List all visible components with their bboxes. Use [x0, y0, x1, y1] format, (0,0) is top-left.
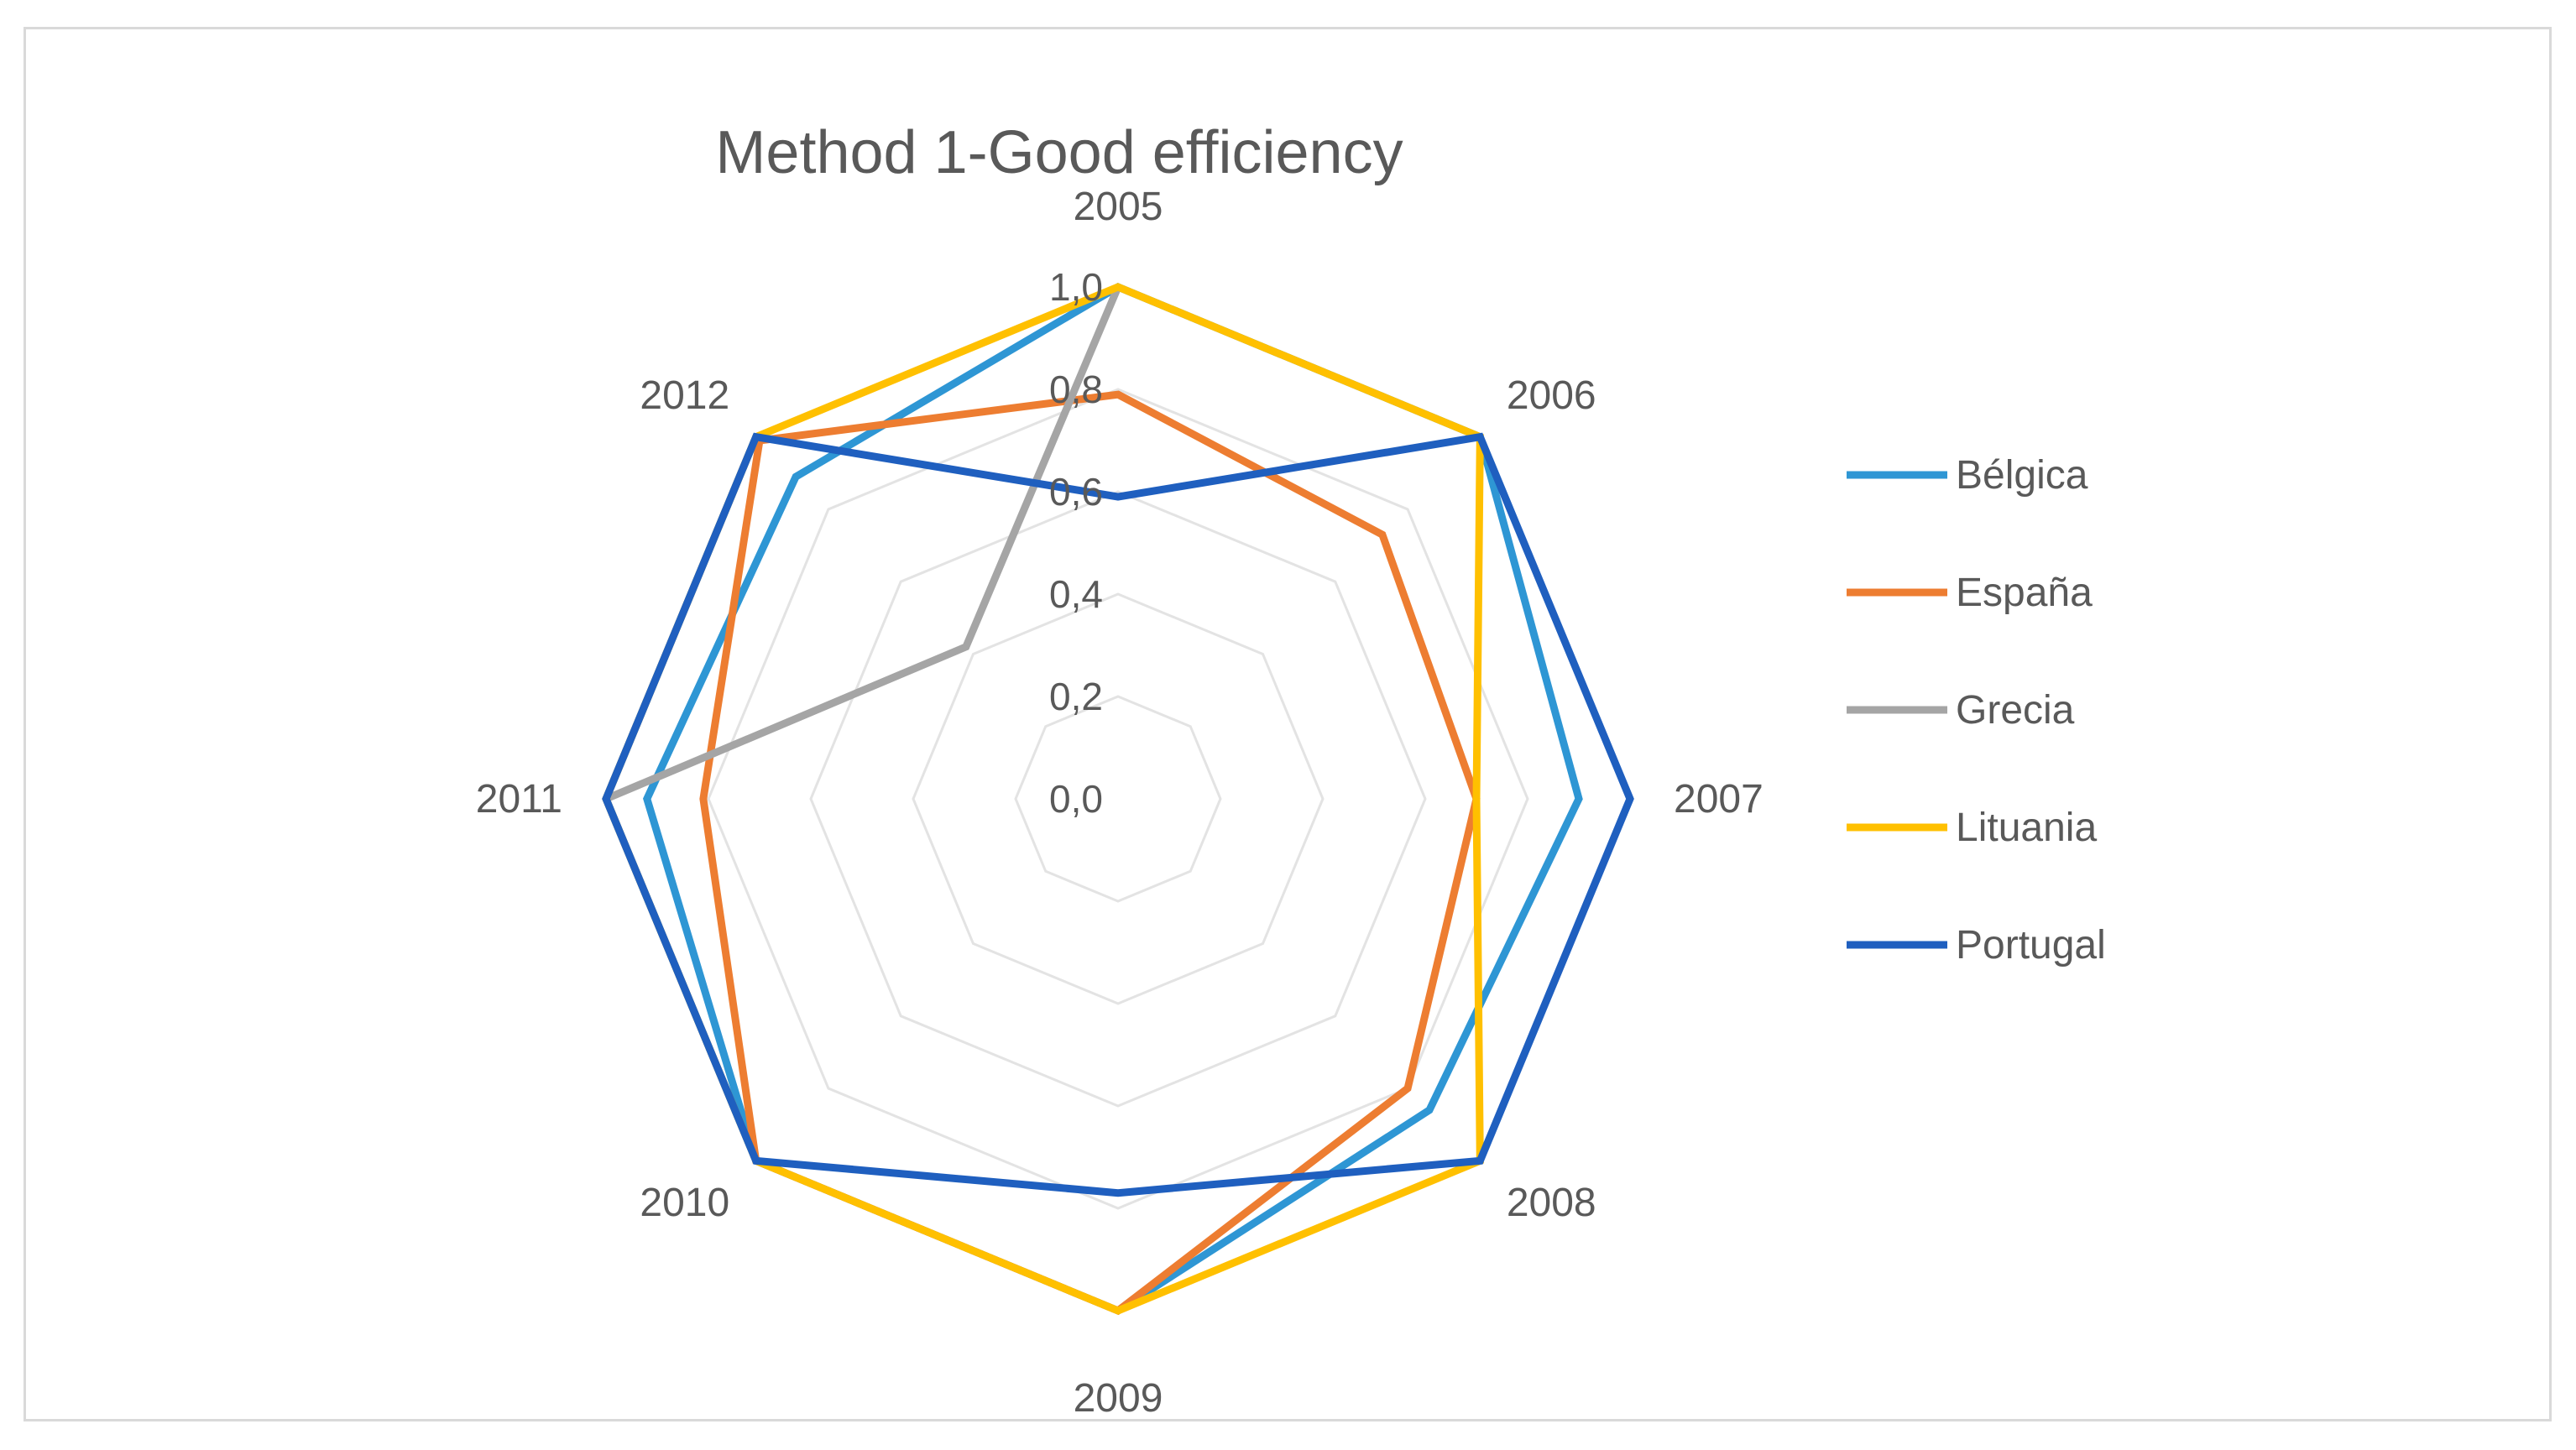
grid-ring-0,4 [912, 592, 1325, 1005]
tick-label-0,8: 0,8 [1049, 368, 1103, 411]
category-label-2011: 2011 [476, 777, 562, 821]
chart-title: Method 1-Good efficiency [715, 119, 1403, 186]
series-portugal [602, 432, 1634, 1197]
series-line-portugal [602, 432, 1634, 1197]
tick-labels: 0,0 0,2 0,4 0,6 0,8 1,0 [1049, 265, 1103, 821]
category-label-2005: 2005 [1074, 185, 1163, 229]
legend-label-portugal: Portugal [1956, 923, 2106, 968]
category-label-2007: 2007 [1674, 777, 1763, 821]
series-layer [602, 282, 1634, 1316]
category-label-2010: 2010 [640, 1181, 729, 1225]
category-label-2006: 2006 [1507, 373, 1596, 418]
series-grecia [604, 285, 1122, 803]
category-label-2012: 2012 [640, 373, 729, 418]
tick-label-0,6: 0,6 [1049, 470, 1103, 514]
series-line-lituania [602, 283, 1484, 1315]
grid-ring-0,2 [1014, 695, 1222, 903]
legend-item-grecia: Grecia [1847, 688, 2075, 733]
legend-item-espana: España [1847, 571, 2093, 615]
category-labels: 2005 2006 2007 2008 2009 2010 2011 2012 [476, 185, 1763, 1421]
grid-ring-0,6 [809, 490, 1427, 1108]
tick-label-0,0: 0,0 [1049, 777, 1103, 821]
category-label-2009: 2009 [1074, 1376, 1163, 1421]
category-label-2008: 2008 [1507, 1181, 1596, 1225]
legend-label-grecia: Grecia [1956, 688, 2075, 733]
legend-label-belgica: Bélgica [1956, 453, 2088, 498]
grid-ring-0,8 [707, 388, 1529, 1210]
tick-label-0,4: 0,4 [1049, 572, 1103, 616]
legend-item-portugal: Portugal [1847, 923, 2106, 968]
legend: Bélgica España Grecia Lituania Portugal [1847, 453, 2106, 968]
tick-label-1,0: 1,0 [1049, 265, 1103, 309]
chart-frame [24, 27, 2552, 1421]
series-line-grecia [604, 285, 1122, 803]
legend-item-lituania: Lituania [1847, 806, 2097, 850]
tick-label-0,2: 0,2 [1049, 675, 1103, 718]
legend-item-belgica: Bélgica [1847, 453, 2088, 498]
legend-label-lituania: Lituania [1956, 806, 2097, 850]
series-lituania [602, 283, 1484, 1315]
legend-label-espana: España [1956, 571, 2093, 615]
